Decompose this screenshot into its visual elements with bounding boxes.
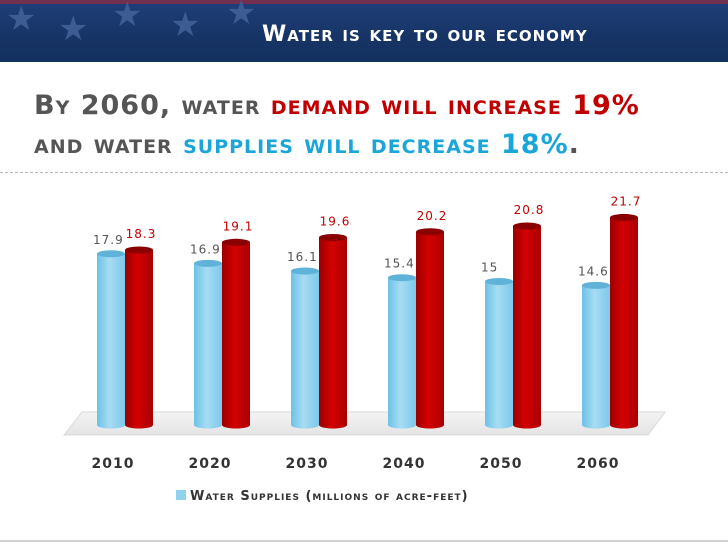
x-tick-label: 2060 [577, 456, 620, 472]
x-tick-label: 2010 [92, 456, 135, 472]
x-tick-label: 2040 [383, 456, 426, 472]
bar-demand [125, 249, 153, 425]
bar-top [319, 234, 347, 242]
data-label: 16.1 [287, 250, 318, 264]
star-icon: ★ [58, 9, 89, 49]
bar-supplies [388, 277, 416, 425]
legend-label: Water Supplies (millions of acre-feet) [190, 489, 469, 504]
bar-base [416, 421, 444, 429]
headline-text: By 2060, water [34, 90, 271, 121]
bar-top [388, 274, 416, 282]
x-tick-label: 2020 [189, 456, 232, 472]
headline: By 2060, water demand will increase 19% … [34, 86, 654, 164]
bar-supplies [291, 271, 319, 425]
banner-stripe [0, 0, 728, 4]
data-label: 19.6 [320, 215, 351, 229]
headline-text: and water [34, 129, 184, 160]
bar-demand [222, 242, 250, 425]
bar-top [513, 222, 541, 230]
title-banner: ★ ★ ★ ★ ★ Water is key to our economy [0, 0, 728, 62]
bar-base [319, 421, 347, 429]
headline-text: . [568, 129, 580, 160]
bar-top [97, 250, 125, 258]
slide-title: Water is key to our economy [262, 22, 588, 47]
bar-base [610, 421, 638, 429]
bar-base [222, 421, 250, 429]
bar-top [222, 238, 250, 246]
bar-top [416, 228, 444, 236]
bar-base [513, 421, 541, 429]
data-label: 16.9 [190, 242, 221, 256]
bar-demand [513, 226, 541, 425]
chart-floor [62, 411, 666, 436]
bar-base [582, 421, 610, 429]
bar-top [485, 278, 513, 286]
bar-demand [319, 237, 347, 425]
bar-top [291, 267, 319, 275]
bar-base [485, 421, 513, 429]
bar-base [194, 421, 222, 429]
bar-top [582, 281, 610, 289]
data-label: 20.2 [417, 209, 448, 223]
bar-demand [610, 217, 638, 425]
data-label: 17.9 [93, 233, 124, 247]
bar-base [125, 421, 153, 429]
data-label: 15.4 [384, 257, 415, 271]
legend-swatch [176, 490, 186, 500]
bar-supplies [485, 281, 513, 425]
bar-demand [416, 231, 444, 425]
divider [0, 172, 728, 173]
x-tick-label: 2030 [286, 456, 329, 472]
star-icon: ★ [170, 5, 201, 45]
bar-supplies [97, 253, 125, 425]
x-tick-label: 2050 [480, 456, 523, 472]
headline-demand-highlight: demand will increase 19% [270, 90, 640, 121]
star-icon: ★ [226, 0, 257, 33]
bar-base [388, 421, 416, 429]
star-icon: ★ [6, 0, 37, 39]
data-label: 18.3 [126, 227, 157, 241]
bar-top [125, 246, 153, 254]
bar-supplies [194, 263, 222, 425]
star-icon: ★ [112, 0, 143, 35]
headline-supply-highlight: supplies will decrease 18% [183, 129, 569, 160]
bar-top [610, 213, 638, 221]
data-label: 20.8 [514, 203, 545, 217]
footer-line [0, 540, 728, 542]
data-label: 15 [481, 261, 498, 275]
bar-base [291, 421, 319, 429]
data-label: 21.7 [611, 194, 642, 208]
bar-base [97, 421, 125, 429]
bar-top [194, 259, 222, 267]
data-label: 14.6 [578, 264, 609, 278]
data-label: 19.1 [223, 219, 254, 233]
bar-supplies [582, 285, 610, 425]
